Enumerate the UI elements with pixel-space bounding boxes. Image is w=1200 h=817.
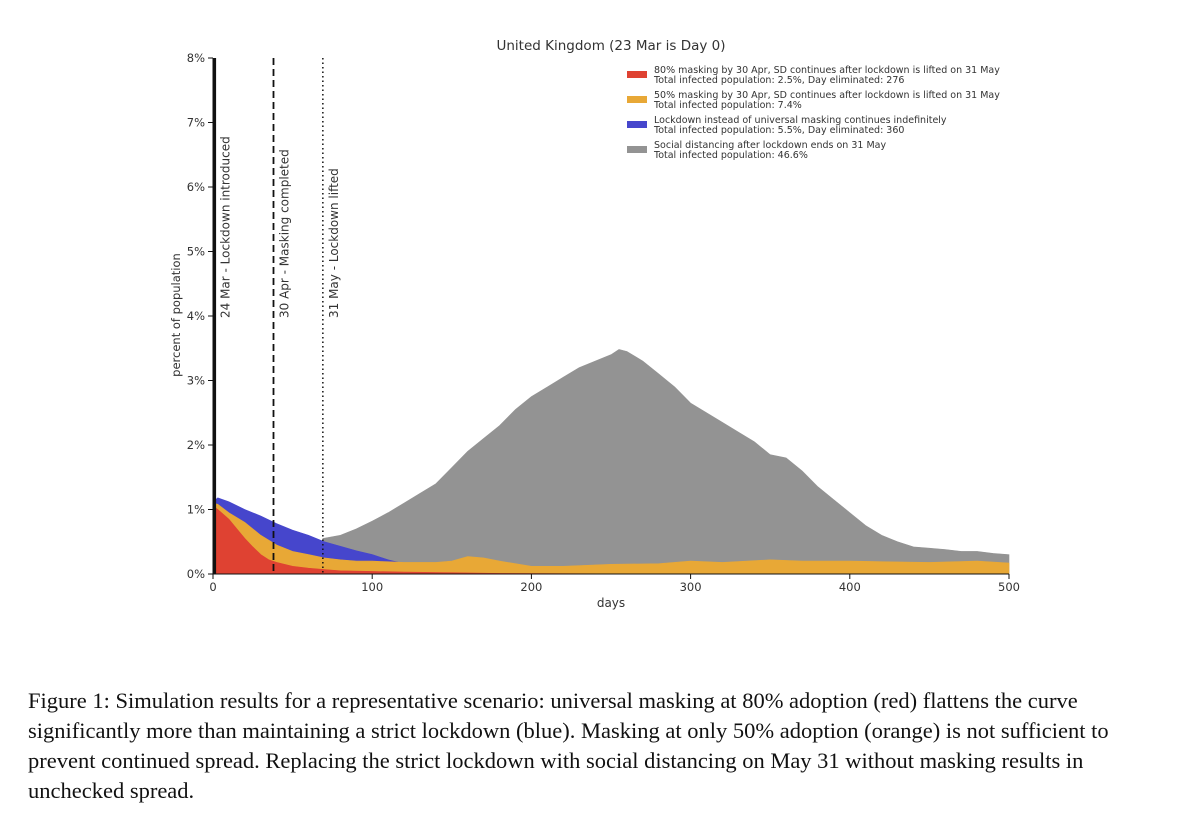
event-line-label-1: 30 Apr - Masking completed (277, 149, 291, 318)
infection-chart: 24 Mar - Lockdown introduced 30 Apr - Mas… (169, 38, 1020, 610)
y-tick-label-5: 5% (187, 245, 205, 259)
event-line-label-0: 24 Mar - Lockdown introduced (219, 136, 233, 318)
legend-stat-2: Total infected population: 7.4% (653, 100, 802, 111)
x-tick-label-0: 0 (209, 580, 216, 594)
legend-label-3: 80% masking by 30 Apr, SD continues afte… (654, 65, 1000, 76)
y-tick-label-0: 0% (187, 567, 205, 581)
legend-swatch-2 (627, 96, 647, 103)
y-tick-label-1: 1% (187, 503, 205, 517)
area-series-3 (212, 505, 653, 575)
x-tick-label-5: 500 (998, 580, 1020, 594)
legend-label-0: Social distancing after lockdown ends on… (654, 140, 886, 151)
x-tick-label-4: 400 (839, 580, 861, 594)
legend-stat-0: Total infected population: 46.6% (653, 150, 808, 161)
legend-label-1: Lockdown instead of universal masking co… (654, 115, 947, 126)
y-axis-label: percent of population (169, 253, 183, 377)
legend-swatch-1 (627, 121, 647, 128)
x-tick-label-2: 200 (520, 580, 542, 594)
event-lines-group: 24 Mar - Lockdown introduced 30 Apr - Mas… (213, 58, 341, 574)
y-tick-label-7: 7% (187, 116, 205, 130)
legend-stat-3: Total infected population: 2.5%, Day eli… (653, 75, 904, 86)
figure-caption: Figure 1: Simulation results for a repre… (28, 688, 1109, 803)
legend-label-2: 50% masking by 30 Apr, SD continues afte… (654, 90, 1000, 101)
area-series-0 (322, 349, 1010, 575)
y-tick-label-2: 2% (187, 438, 205, 452)
x-tick-label-1: 100 (361, 580, 383, 594)
x-tick-label-3: 300 (680, 580, 702, 594)
y-tick-label-3: 3% (187, 374, 205, 388)
axes-group: 0% 1% 2% 3% 4% 5% 6% 7% 8% 0 100 200 300 400 500 (187, 51, 1020, 594)
area-series-group (212, 349, 1010, 575)
legend-swatch-3 (627, 71, 647, 78)
y-tick-label-4: 4% (187, 309, 205, 323)
event-line-label-2: 31 May - Lockdown lifted (327, 168, 341, 318)
chart-title: United Kingdom (23 Mar is Day 0) (496, 38, 725, 54)
legend-stat-1: Total infected population: 5.5%, Day eli… (653, 125, 904, 136)
legend: 80% masking by 30 Apr, SD continues afte… (627, 65, 1000, 161)
legend-swatch-0 (627, 146, 647, 153)
x-axis-label: days (597, 596, 625, 610)
y-tick-label-6: 6% (187, 180, 205, 194)
y-tick-label-8: 8% (187, 51, 205, 65)
